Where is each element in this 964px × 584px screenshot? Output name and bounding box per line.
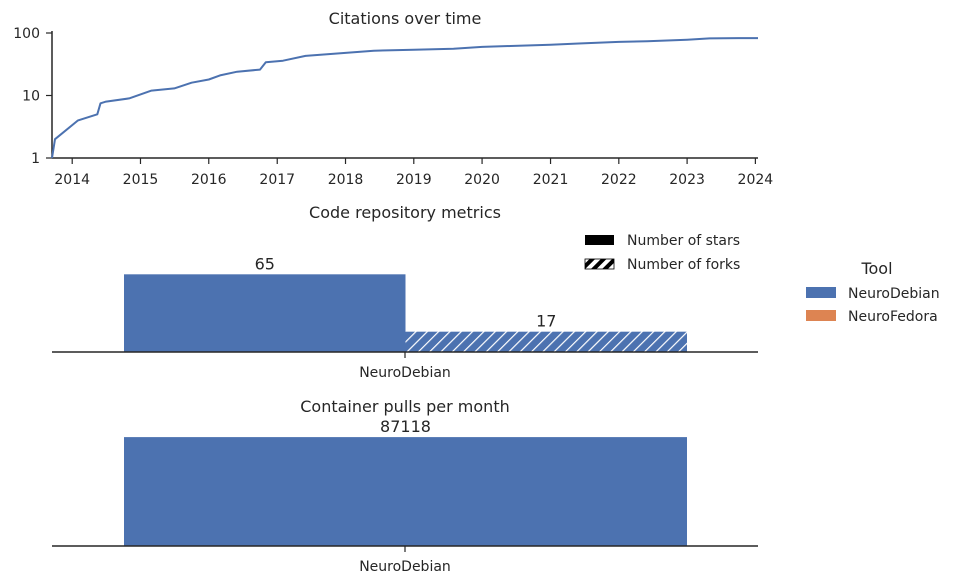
citations-series-line (51, 37, 758, 159)
citations-x-tick-label: 2021 (533, 172, 569, 188)
citations-x-tick-label: 2024 (738, 172, 774, 188)
legend-label-neurodebian: NeuroDebian (848, 286, 940, 302)
legend-swatch-forks (584, 258, 615, 270)
pulls-x-tick-label: NeuroDebian (359, 559, 451, 575)
legend-swatch-neurofedora (806, 310, 836, 321)
citations-x-tick-label: 2020 (464, 172, 500, 188)
legend-label-forks: Number of forks (627, 257, 740, 273)
pulls-data-label: 87118 (380, 417, 431, 436)
tool-legend: Tool NeuroDebian NeuroFedora (806, 259, 940, 325)
citations-title: Citations over time (329, 9, 482, 28)
citations-x-tick-label: 2023 (669, 172, 705, 188)
citations-x-tick-label: 2017 (259, 172, 295, 188)
repo-title: Code repository metrics (309, 203, 501, 222)
citations-x-tick-label: 2019 (396, 172, 432, 188)
repo-data-label-forks: 17 (536, 312, 556, 331)
repo-bar-stars (124, 274, 406, 352)
repo-panel: Code repository metrics 65 17 NeuroDebia… (52, 203, 758, 381)
tool-legend-title: Tool (860, 259, 892, 278)
repo-x-tick-label: NeuroDebian (359, 365, 451, 381)
repo-data-label-stars: 65 (255, 254, 275, 273)
citations-y-ticks: 1 10 100 (13, 26, 52, 167)
citations-x-tick-label: 2022 (601, 172, 637, 188)
pulls-title: Container pulls per month (300, 397, 509, 416)
legend-swatch-neurodebian (806, 287, 836, 298)
legend-label-neurofedora: NeuroFedora (848, 309, 938, 325)
citations-x-tick-label: 2015 (123, 172, 159, 188)
citations-y-tick-label: 100 (13, 26, 40, 42)
legend-label-stars: Number of stars (627, 233, 740, 249)
repo-legend: Number of stars Number of forks (584, 233, 740, 273)
pulls-panel: Container pulls per month 87118 NeuroDeb… (52, 397, 758, 575)
citations-y-tick-label: 1 (31, 151, 40, 167)
pulls-bar-neurodebian (124, 437, 687, 546)
citations-x-tick-label: 2018 (328, 172, 364, 188)
citations-x-tick-label: 2016 (191, 172, 227, 188)
citations-x-tick-label: 2014 (54, 172, 90, 188)
repo-bar-forks (405, 331, 687, 352)
citations-x-ticks: 2014 2015 2016 2017 2018 2019 2020 2021 2022 2023… (54, 158, 773, 188)
legend-swatch-stars (585, 235, 614, 245)
citations-y-tick-label: 10 (22, 89, 40, 105)
